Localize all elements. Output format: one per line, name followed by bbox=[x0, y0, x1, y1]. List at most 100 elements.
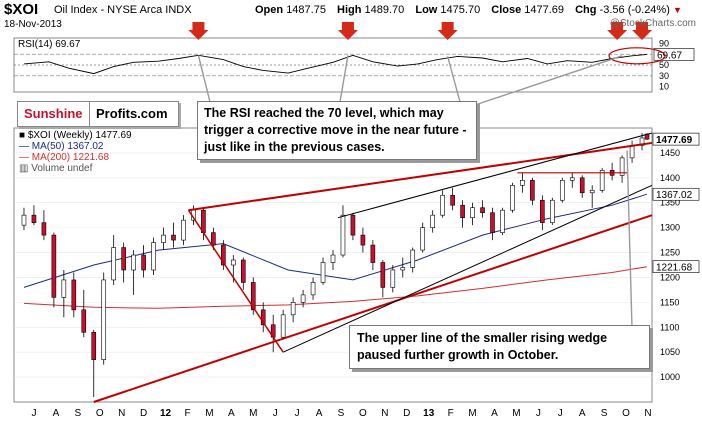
x-tick-label: J bbox=[32, 408, 37, 419]
rsi-title: RSI(14) 69.67 bbox=[18, 39, 81, 50]
low-label: Low bbox=[415, 4, 438, 16]
candle-body bbox=[171, 234, 176, 241]
candle-body bbox=[589, 189, 595, 194]
wedge-annotation: The upper line of the smaller rising wed… bbox=[349, 325, 650, 369]
rsi-tick-label: 10 bbox=[659, 82, 669, 92]
candle-body bbox=[380, 262, 386, 288]
candle-body bbox=[161, 234, 166, 243]
candle-body bbox=[450, 194, 455, 206]
rsi-panel: RSI(14) 69.67103050709069.67 bbox=[13, 37, 695, 93]
legend-volume: ▥ Volume undef bbox=[19, 163, 93, 174]
x-tick-label: A bbox=[316, 408, 323, 419]
x-tick-label: D bbox=[403, 408, 410, 419]
rsi-highlight-ellipse bbox=[608, 47, 666, 65]
callout-line-rsi-2 bbox=[339, 55, 349, 103]
candle-body bbox=[310, 282, 316, 296]
callout-line-rsi-3 bbox=[446, 56, 461, 103]
chart-symbol: $XOI bbox=[4, 1, 39, 18]
candle-body bbox=[221, 244, 226, 266]
price-tick-label: 1000 bbox=[660, 372, 680, 382]
rsi-tick-label: 30 bbox=[659, 71, 669, 81]
candle-body bbox=[211, 232, 216, 246]
callout-line-rsi-1 bbox=[197, 55, 211, 103]
high-label: High bbox=[337, 4, 362, 16]
candle-body bbox=[550, 199, 555, 223]
rsi-frame bbox=[13, 37, 653, 93]
x-tick-label: N bbox=[381, 408, 388, 419]
price-tick-label: 1200 bbox=[660, 272, 680, 282]
x-tick-label: A bbox=[579, 408, 586, 419]
price-tick-label: 1150 bbox=[660, 297, 679, 307]
price-tick-label: 1300 bbox=[660, 223, 680, 233]
candle-body bbox=[540, 199, 545, 223]
ma200-line bbox=[23, 266, 648, 309]
down-arrow-icon bbox=[188, 22, 209, 40]
candle-body bbox=[121, 247, 126, 271]
x-tick-label: A bbox=[53, 408, 60, 419]
x-tick-label: F bbox=[184, 408, 190, 419]
candle-body bbox=[370, 244, 376, 263]
candle-body bbox=[340, 214, 346, 256]
price-tick-label: 1050 bbox=[660, 347, 680, 357]
candle-body bbox=[490, 212, 495, 233]
candle-body bbox=[71, 279, 77, 311]
candle-body bbox=[61, 279, 67, 298]
price-last-box bbox=[652, 260, 700, 273]
sunshine-profits-logo: Sunshine Profits.com bbox=[17, 101, 179, 127]
x-tick-label: A bbox=[491, 408, 498, 419]
x-tick-label: N bbox=[644, 408, 651, 419]
price-tick-label: 1400 bbox=[660, 173, 680, 183]
price-tick-label: 1250 bbox=[660, 248, 680, 258]
ohlc-readout: Open 1487.75 High 1489.70 Low 1475.70 Cl… bbox=[255, 4, 682, 16]
open-value: 1487.75 bbox=[286, 4, 326, 16]
candle-body bbox=[260, 309, 266, 326]
candle-body bbox=[330, 254, 336, 263]
candle-body bbox=[390, 269, 396, 288]
price-tick-label: 1100 bbox=[660, 322, 679, 332]
candle-body bbox=[81, 309, 87, 333]
rsi-tick-label: 90 bbox=[659, 38, 669, 48]
candle-body bbox=[500, 209, 505, 233]
x-tick-label: J bbox=[273, 408, 278, 419]
x-tick-label: M bbox=[468, 408, 476, 419]
candle-body bbox=[350, 214, 356, 236]
price-last-label: 1367.02 bbox=[656, 190, 693, 201]
x-tick-label: M bbox=[205, 408, 213, 419]
candle-body bbox=[91, 331, 97, 360]
chg-label: Chg bbox=[575, 4, 597, 16]
x-tick-label: 12 bbox=[160, 408, 172, 419]
candle-body bbox=[101, 279, 107, 360]
candle-body bbox=[320, 262, 326, 283]
price-last-box bbox=[652, 132, 700, 146]
x-tick-label: M bbox=[249, 408, 257, 419]
logo-part-2: Profits.com bbox=[96, 106, 168, 121]
down-arrow-icon bbox=[632, 22, 653, 40]
chg-value: -3.56 (-0.24%) bbox=[599, 4, 670, 16]
price-last-label: 1221.68 bbox=[656, 263, 693, 274]
open-label: Open bbox=[255, 4, 284, 16]
legend-ma200: — MA(200) 1221.68 bbox=[19, 152, 110, 163]
candle-body bbox=[530, 180, 535, 201]
high-value: 1489.70 bbox=[364, 4, 405, 16]
wedge-upper-line bbox=[337, 132, 653, 219]
x-tick-label: S bbox=[338, 408, 345, 419]
candle-body bbox=[31, 214, 37, 223]
candle-body bbox=[619, 157, 625, 176]
legend-price: ■ $XOI (Weekly) 1477.69 bbox=[19, 130, 132, 141]
candle-body bbox=[520, 180, 525, 186]
candle-body bbox=[460, 204, 465, 218]
annotations bbox=[188, 22, 653, 331]
rsi-tick-label: 50 bbox=[659, 60, 669, 70]
price-last-box bbox=[652, 187, 700, 201]
candle-body bbox=[181, 219, 186, 241]
low-value: 1475.70 bbox=[440, 4, 481, 16]
x-tick-label: J bbox=[295, 408, 300, 419]
candle-body bbox=[290, 302, 296, 316]
x-tick-label: 13 bbox=[423, 408, 435, 419]
logo-part-1: Sunshine bbox=[18, 102, 90, 126]
candle-body bbox=[440, 194, 445, 216]
x-tick-label: N bbox=[118, 408, 125, 419]
candle-body bbox=[280, 314, 286, 338]
candle-body bbox=[250, 282, 256, 311]
candle-body bbox=[569, 177, 575, 181]
